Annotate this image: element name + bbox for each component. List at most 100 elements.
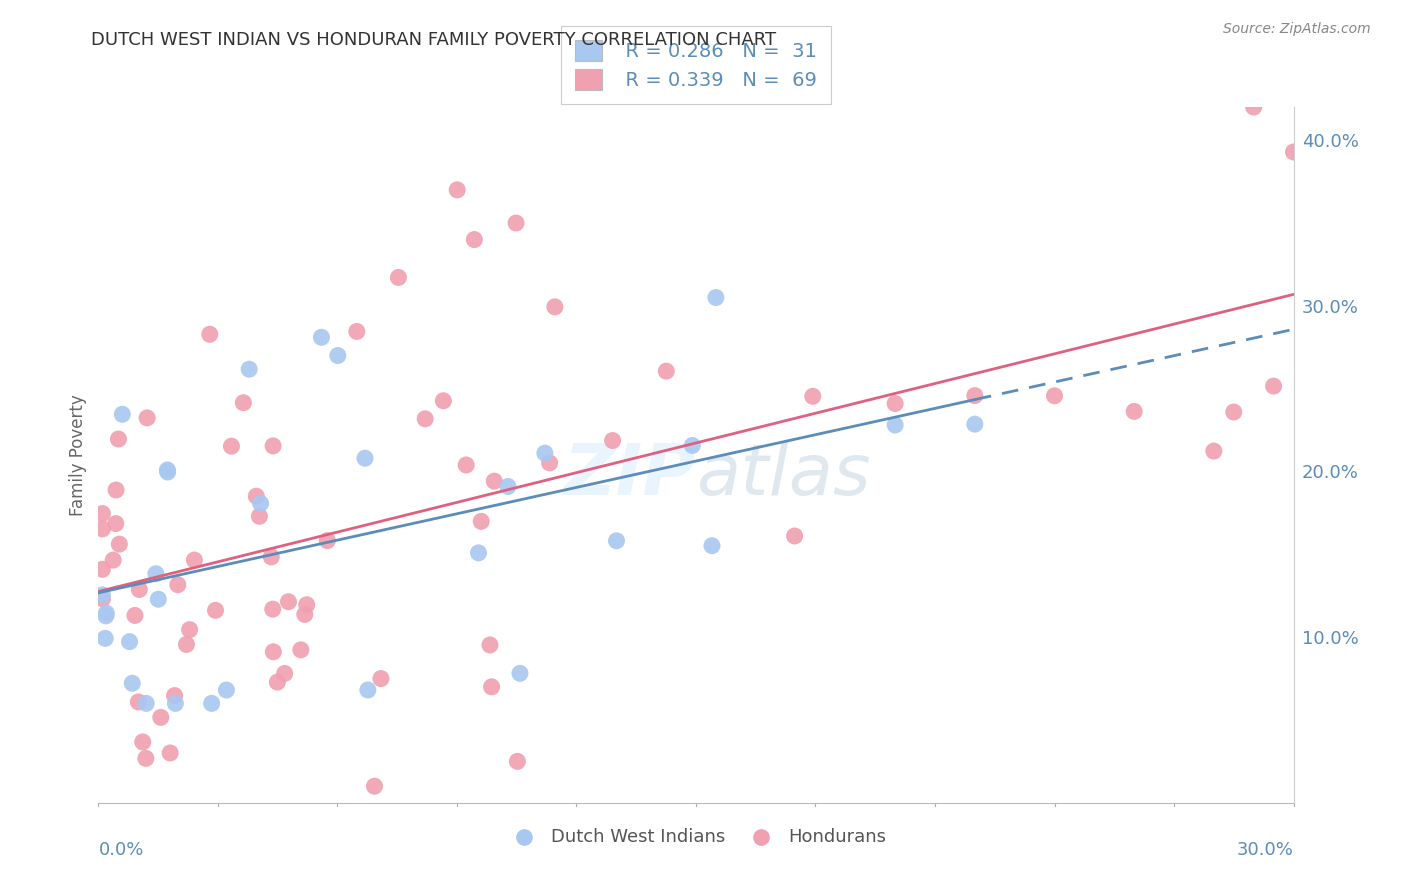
Point	[215, 683, 238, 698]
Point	[509, 666, 531, 681]
Point	[704, 291, 727, 305]
Point	[103, 553, 125, 567]
Point	[534, 446, 557, 460]
Point	[605, 533, 627, 548]
Point	[602, 434, 624, 448]
Point	[127, 695, 149, 709]
Point	[1263, 379, 1285, 393]
Point	[104, 516, 127, 531]
Point	[467, 546, 489, 560]
Point	[238, 362, 260, 376]
Point	[94, 632, 117, 646]
Point	[91, 507, 114, 521]
Point	[107, 432, 129, 446]
Point	[1123, 404, 1146, 418]
Point	[387, 270, 409, 285]
Point	[277, 595, 299, 609]
Point	[463, 233, 485, 247]
Point	[183, 553, 205, 567]
Point	[221, 439, 243, 453]
Point	[266, 675, 288, 690]
Point	[963, 417, 986, 431]
Point	[963, 389, 986, 403]
Point	[136, 410, 159, 425]
Point	[801, 389, 824, 403]
Point	[1223, 405, 1246, 419]
Text: 0.0%: 0.0%	[98, 841, 143, 859]
Point	[91, 588, 114, 602]
Point	[496, 479, 519, 493]
Point	[232, 395, 254, 409]
Point	[249, 509, 271, 524]
Point	[260, 549, 283, 564]
Point	[96, 606, 118, 620]
Point	[456, 458, 478, 472]
Point	[111, 407, 134, 421]
Point	[149, 710, 172, 724]
Point	[124, 608, 146, 623]
Point	[148, 592, 170, 607]
Point	[290, 643, 312, 657]
Point	[159, 746, 181, 760]
Text: Source: ZipAtlas.com: Source: ZipAtlas.com	[1223, 22, 1371, 37]
Point	[166, 578, 188, 592]
Point	[128, 582, 150, 597]
Text: atlas: atlas	[696, 442, 870, 510]
Point	[132, 735, 155, 749]
Point	[156, 465, 179, 479]
Point	[165, 697, 187, 711]
Point	[179, 623, 201, 637]
Point	[884, 417, 907, 432]
Point	[470, 514, 492, 528]
Point	[544, 300, 567, 314]
Point	[176, 637, 198, 651]
Point	[145, 566, 167, 581]
Point	[354, 451, 377, 466]
Point	[204, 603, 226, 617]
Point	[783, 529, 806, 543]
Point	[262, 439, 284, 453]
Point	[413, 412, 436, 426]
Point	[91, 522, 114, 536]
Point	[370, 672, 392, 686]
Point	[316, 533, 339, 548]
Point	[249, 496, 271, 510]
Point	[262, 645, 284, 659]
Point	[363, 779, 385, 793]
Point	[118, 634, 141, 648]
Legend: Dutch West Indians, Hondurans: Dutch West Indians, Hondurans	[499, 821, 893, 853]
Point	[245, 489, 267, 503]
Point	[484, 474, 506, 488]
Point	[357, 683, 380, 698]
Point	[1282, 145, 1305, 159]
Point	[478, 638, 501, 652]
Point	[432, 393, 454, 408]
Point	[156, 463, 179, 477]
Text: 30.0%: 30.0%	[1237, 841, 1294, 859]
Point	[262, 602, 284, 616]
Point	[201, 697, 224, 711]
Point	[91, 591, 114, 606]
Text: DUTCH WEST INDIAN VS HONDURAN FAMILY POVERTY CORRELATION CHART: DUTCH WEST INDIAN VS HONDURAN FAMILY POV…	[91, 31, 776, 49]
Point	[1243, 100, 1265, 114]
Point	[326, 349, 349, 363]
Point	[311, 330, 333, 344]
Point	[1202, 444, 1225, 458]
Point	[505, 216, 527, 230]
Point	[108, 537, 131, 551]
Point	[481, 680, 503, 694]
Point	[446, 183, 468, 197]
Point	[346, 325, 368, 339]
Point	[105, 483, 128, 497]
Point	[538, 456, 561, 470]
Point	[121, 676, 143, 690]
Point	[700, 539, 723, 553]
Point	[1043, 389, 1066, 403]
Text: ZIP: ZIP	[564, 442, 696, 510]
Point	[294, 607, 316, 622]
Point	[273, 666, 295, 681]
Point	[135, 697, 157, 711]
Point	[884, 396, 907, 410]
Point	[135, 751, 157, 765]
Point	[94, 608, 117, 623]
